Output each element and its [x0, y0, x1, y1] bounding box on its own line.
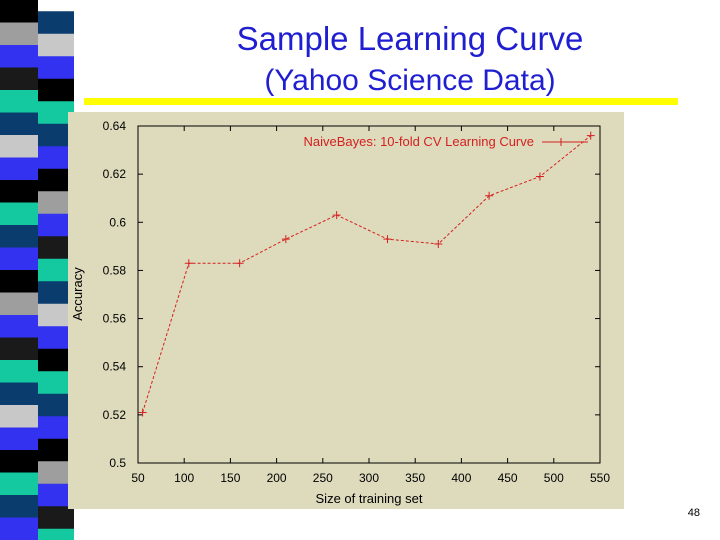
strip-block-left: [0, 157, 38, 181]
y-tick-label: 0.58: [103, 263, 127, 277]
strip-block-right: [38, 393, 74, 418]
x-tick-label: 100: [174, 471, 194, 485]
strip-block-left: [0, 360, 38, 384]
strip-block-right: [38, 258, 74, 283]
strip-block-right: [38, 461, 74, 485]
strip-block-right: [38, 56, 74, 80]
y-tick-label: 0.6: [109, 215, 126, 229]
series-line: [142, 135, 592, 413]
strip-block-right: [38, 326, 74, 350]
strip-block-right: [38, 506, 74, 530]
strip-block-left: [0, 405, 38, 429]
data-point-marker: [184, 259, 193, 268]
x-tick-label: 300: [359, 471, 379, 485]
data-point-marker: [235, 259, 244, 268]
plot-background: [68, 112, 624, 509]
slide-title: Sample Learning Curve: [236, 20, 584, 57]
strip-block-right: [38, 483, 74, 508]
y-tick-label: 0.54: [103, 360, 127, 374]
data-point-marker: [485, 191, 494, 200]
strip-block-left: [0, 495, 38, 519]
slide-number: 48: [687, 507, 700, 519]
strip-block-right: [38, 123, 74, 148]
strip-block-left: [0, 22, 38, 46]
strip-block-left: [0, 90, 38, 114]
strip-block-right: [38, 33, 74, 58]
strip-block-right: [38, 348, 74, 373]
strip-block-left: [0, 202, 38, 226]
y-tick-label: 0.64: [103, 119, 127, 133]
data-point-marker: [383, 235, 392, 244]
strip-block-left: [0, 337, 38, 361]
strip-block-left: [0, 180, 38, 204]
strip-block-right: [38, 11, 74, 35]
data-point-marker: [535, 172, 544, 181]
strip-block-left: [0, 67, 38, 91]
data-point-marker: [434, 239, 443, 248]
strip-block-left: [0, 292, 38, 316]
strip-block-left: [0, 382, 38, 406]
x-tick-label: 150: [220, 471, 240, 485]
data-point-marker: [138, 408, 147, 417]
strip-block-left: [0, 427, 38, 451]
strip-block-right: [38, 303, 74, 328]
x-tick-label: 400: [451, 471, 471, 485]
strip-block-right: [38, 213, 74, 238]
strip-block-left: [0, 517, 38, 540]
legend-label: NaiveBayes: 10-fold CV Learning Curve: [303, 134, 534, 149]
strip-block-right: [38, 146, 74, 170]
slide-subtitle: (Yahoo Science Data): [264, 64, 556, 97]
y-axis-ticks: 0.5 0.52 0.54 0.56 0.58 0.6 0.62 0.64: [103, 119, 600, 470]
x-tick-label: 450: [498, 471, 518, 485]
data-point-marker: [586, 131, 595, 140]
strip-block-left: [0, 45, 38, 69]
strip-block-left: [0, 225, 38, 249]
strip-block-right: [38, 416, 74, 440]
data-point-marker: [332, 211, 341, 220]
x-tick-label: 50: [131, 471, 145, 485]
strip-block-right: [38, 101, 74, 125]
legend: NaiveBayes: 10-fold CV Learning Curve: [303, 134, 588, 149]
x-tick-label: 250: [313, 471, 333, 485]
x-axis-ticks: 50 100 150 200 250 300 350 400 450 500 550: [131, 126, 610, 485]
x-tick-label: 200: [267, 471, 287, 485]
data-series: [138, 131, 595, 417]
x-tick-label: 550: [590, 471, 610, 485]
strip-block-left: [0, 270, 38, 294]
data-point-marker: [281, 235, 290, 244]
y-tick-label: 0.52: [103, 408, 127, 422]
strip-block-right: [38, 528, 74, 540]
strip-block-left: [0, 247, 38, 271]
strip-block-left: [0, 0, 38, 24]
strip-block-right: [38, 438, 74, 463]
strip-block-right: [38, 371, 74, 395]
y-tick-label: 0.62: [103, 167, 127, 181]
strip-block-left: [0, 315, 38, 339]
strip-block-right: [38, 78, 74, 103]
strip-block-right: [38, 191, 74, 215]
strip-block-right: [38, 236, 74, 260]
strip-block-left: [0, 135, 38, 159]
strip-block-left: [0, 472, 38, 496]
y-tick-label: 0.5: [109, 456, 126, 470]
strip-block-right: [38, 281, 74, 305]
x-tick-label: 350: [405, 471, 425, 485]
y-axis-label: Accuracy: [70, 267, 85, 321]
x-tick-label: 500: [544, 471, 564, 485]
legend-marker-sample: [557, 138, 565, 146]
decorative-side-strip: [0, 0, 74, 540]
strip-block-left: [0, 112, 38, 136]
x-axis-label: Size of training set: [316, 491, 423, 506]
y-tick-label: 0.56: [103, 312, 127, 326]
strip-block-right: [38, 168, 74, 193]
strip-block-left: [0, 450, 38, 474]
title-underline: [84, 98, 678, 105]
